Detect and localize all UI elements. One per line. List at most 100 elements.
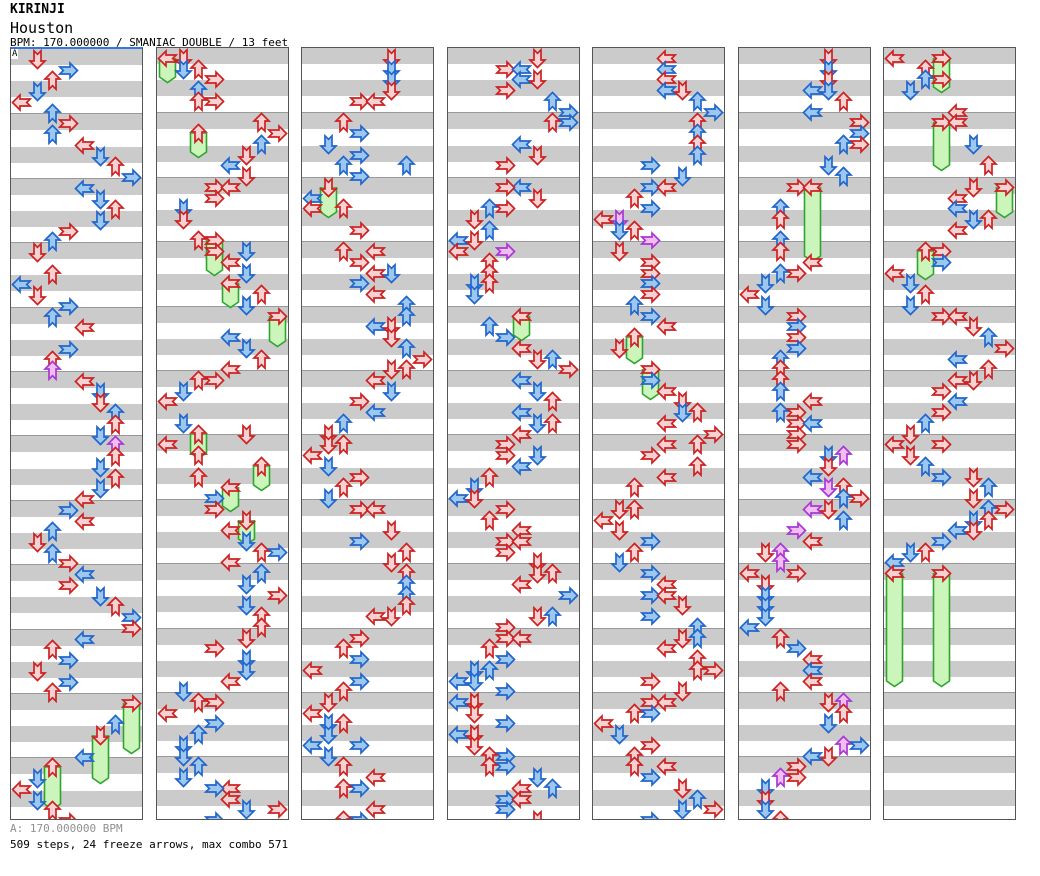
note-arrow bbox=[931, 435, 952, 455]
footer-bpm-line: A: 170.000000 BPM bbox=[10, 822, 123, 835]
note-arrow bbox=[252, 542, 272, 563]
note-arrow bbox=[511, 789, 532, 809]
note-arrow bbox=[11, 275, 32, 295]
note-arrow bbox=[495, 499, 516, 519]
note-arrow bbox=[802, 81, 823, 101]
measure-block bbox=[593, 48, 724, 112]
beat-stripe bbox=[739, 628, 870, 645]
note-arrow bbox=[318, 724, 338, 745]
note-arrow bbox=[11, 92, 32, 112]
note-arrow bbox=[802, 392, 823, 412]
measure-block bbox=[157, 305, 288, 370]
note-arrow bbox=[121, 693, 142, 714]
note-arrow bbox=[236, 166, 256, 187]
note-arrow bbox=[381, 520, 401, 541]
note-arrow bbox=[527, 187, 547, 209]
note-arrow bbox=[802, 177, 823, 197]
note-arrow bbox=[963, 176, 983, 198]
note-arrow bbox=[318, 455, 338, 477]
note-arrow bbox=[703, 102, 724, 122]
note-arrow bbox=[931, 48, 952, 69]
note-arrow bbox=[640, 564, 661, 584]
note-arrow bbox=[189, 370, 209, 391]
note-arrow bbox=[511, 70, 532, 90]
note-arrow bbox=[90, 188, 110, 210]
note-arrow bbox=[349, 124, 370, 144]
note-arrow bbox=[672, 80, 692, 101]
note-arrow bbox=[625, 756, 645, 778]
chart-column bbox=[592, 47, 725, 820]
note-arrow bbox=[365, 370, 386, 391]
note-arrow bbox=[480, 316, 500, 338]
note-arrow bbox=[802, 413, 823, 433]
note-arrow bbox=[43, 102, 63, 124]
note-arrow bbox=[106, 714, 126, 736]
note-arrow bbox=[236, 262, 256, 284]
note-arrow bbox=[90, 209, 110, 231]
note-arrow bbox=[625, 187, 645, 209]
note-arrow bbox=[464, 670, 484, 692]
beat-stripe bbox=[11, 404, 142, 421]
note-arrow bbox=[43, 124, 63, 146]
note-arrow bbox=[302, 703, 323, 723]
note-arrow bbox=[106, 199, 126, 221]
note-arrow bbox=[220, 252, 241, 272]
freeze-arrow-body bbox=[122, 703, 141, 755]
beat-stripe bbox=[302, 596, 433, 613]
note-arrow bbox=[543, 606, 563, 628]
note-arrow bbox=[656, 585, 677, 605]
note-arrow bbox=[947, 306, 968, 326]
note-arrow bbox=[640, 370, 661, 391]
note-arrow bbox=[558, 585, 579, 605]
measure-block bbox=[302, 48, 433, 112]
note-arrow bbox=[495, 156, 516, 176]
note-arrow bbox=[511, 134, 532, 154]
beat-stripe bbox=[593, 596, 724, 613]
note-arrow bbox=[349, 166, 370, 187]
note-arrow bbox=[302, 199, 323, 219]
note-arrow bbox=[43, 800, 63, 819]
note-arrow bbox=[365, 768, 386, 788]
note-arrow bbox=[947, 392, 968, 412]
note-arrow bbox=[656, 81, 677, 101]
note-arrow bbox=[189, 466, 209, 488]
note-arrow bbox=[220, 789, 241, 809]
note-arrow bbox=[495, 177, 516, 197]
beat-stripe bbox=[157, 564, 288, 581]
note-arrow bbox=[802, 467, 823, 487]
note-arrow bbox=[511, 628, 532, 648]
note-arrow bbox=[688, 434, 708, 456]
note-arrow bbox=[656, 639, 677, 659]
note-arrow bbox=[74, 747, 95, 767]
note-arrow bbox=[334, 434, 354, 456]
note-arrow bbox=[802, 252, 823, 272]
note-arrow bbox=[802, 746, 823, 766]
note-arrow bbox=[703, 660, 724, 680]
beat-stripe bbox=[884, 499, 1015, 516]
note-arrow bbox=[640, 585, 661, 605]
note-arrow bbox=[672, 627, 692, 649]
beat-stripe bbox=[11, 758, 142, 775]
note-arrow bbox=[916, 413, 936, 434]
note-arrow bbox=[236, 423, 256, 445]
note-arrow bbox=[204, 370, 225, 391]
note-arrow bbox=[947, 370, 968, 391]
note-arrow bbox=[464, 734, 484, 756]
note-arrow bbox=[495, 242, 516, 262]
note-arrow bbox=[480, 638, 500, 660]
note-arrow bbox=[189, 123, 209, 145]
note-arrow bbox=[349, 392, 370, 412]
note-arrow bbox=[43, 757, 63, 779]
note-arrow bbox=[495, 446, 516, 466]
note-arrow bbox=[672, 402, 692, 423]
beat-stripe bbox=[739, 80, 870, 97]
note-arrow bbox=[672, 595, 692, 617]
note-arrow bbox=[74, 135, 95, 155]
note-arrow bbox=[963, 466, 983, 488]
beat-stripe bbox=[739, 145, 870, 162]
note-arrow bbox=[625, 477, 645, 499]
note-arrow bbox=[43, 639, 63, 661]
note-arrow bbox=[464, 284, 484, 305]
note-arrow bbox=[640, 531, 661, 552]
note-arrow bbox=[349, 145, 370, 165]
